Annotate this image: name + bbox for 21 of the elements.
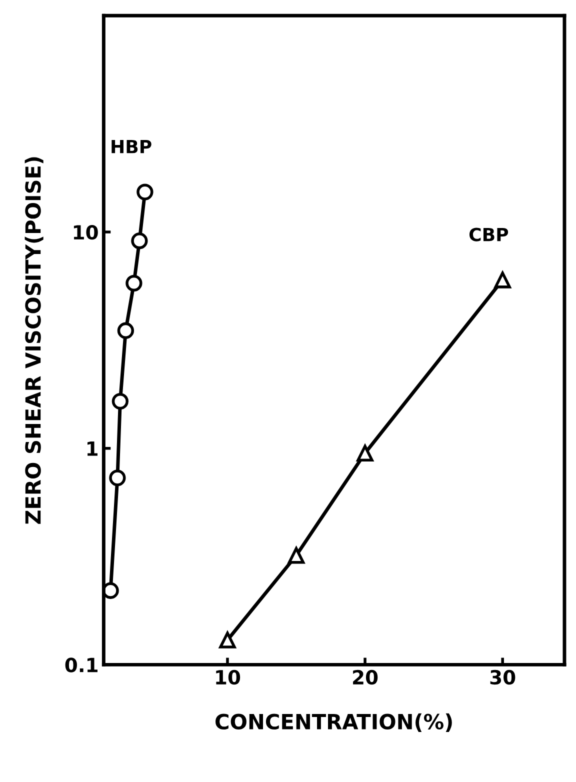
point: [126, 274, 142, 292]
point: [494, 272, 511, 288]
point: [288, 547, 305, 564]
point: [112, 392, 129, 410]
point: [109, 470, 126, 486]
point: [136, 184, 154, 200]
point: [104, 582, 119, 599]
x-axis-title: CONCENTRATION(%): [216, 713, 452, 732]
point: [131, 232, 148, 250]
point: [117, 322, 134, 339]
point: [356, 444, 374, 462]
y-tick-label: 10: [74, 224, 98, 240]
x-tick-label: 30: [490, 670, 516, 685]
y-tick-label: 1: [87, 442, 98, 456]
y-tick-label: 0.1: [65, 658, 98, 672]
point: [219, 632, 236, 648]
series-label: CBP: [469, 228, 508, 242]
series-label: HBP: [112, 140, 152, 154]
x-tick-label: 10: [216, 670, 240, 685]
y-axis-title: ZERO SHEAR VISCOSITY(POISE): [24, 157, 44, 524]
x-tick-label: 20: [353, 670, 378, 685]
